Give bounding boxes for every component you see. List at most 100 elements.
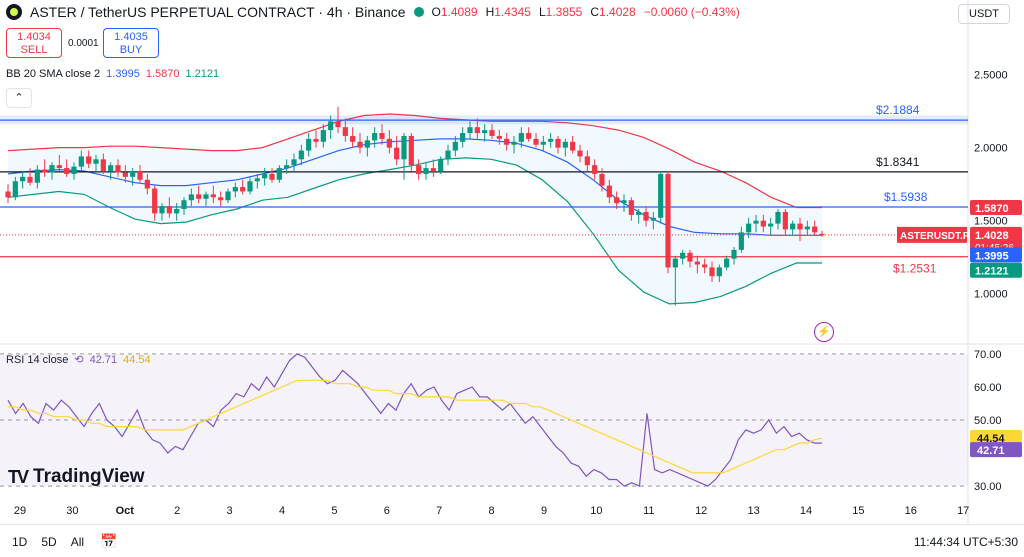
time-axis-tick: 14 xyxy=(800,505,812,517)
price-axis-tick: 1.5000 xyxy=(974,216,1008,228)
candle xyxy=(188,194,194,201)
candle xyxy=(78,156,84,167)
candle xyxy=(12,181,18,198)
candle xyxy=(577,150,583,157)
rsi-legend[interactable]: RSI 14 close ⟲ 42.71 44.54 xyxy=(6,353,151,367)
candle xyxy=(56,165,62,169)
low-value: 1.3855 xyxy=(545,5,583,19)
time-axis-tick: 8 xyxy=(489,505,495,517)
sell-button[interactable]: 1.4034 SELL xyxy=(6,28,62,58)
candle xyxy=(284,165,290,169)
candle xyxy=(42,169,48,173)
candle xyxy=(108,165,114,172)
calendar-icon[interactable]: 📅 xyxy=(100,533,118,549)
candle xyxy=(159,206,165,214)
candle xyxy=(650,217,656,221)
clock-readout[interactable]: 11:44:34 UTC+5:30 xyxy=(913,535,1018,549)
rsi-value: 42.71 xyxy=(89,353,118,366)
candle xyxy=(797,223,803,230)
candle xyxy=(533,138,539,145)
candle xyxy=(504,138,510,145)
chart-header: ASTER / TetherUS PERPETUAL CONTRACT · 4h… xyxy=(6,4,740,20)
candle xyxy=(496,135,502,139)
low-label: L xyxy=(538,5,546,19)
price-tag-bg xyxy=(970,247,1022,263)
range-all-button[interactable]: All xyxy=(70,535,85,549)
candle xyxy=(518,133,524,142)
candle xyxy=(452,141,458,151)
time-axis-tick: 17 xyxy=(957,505,969,517)
candle xyxy=(687,252,693,262)
candle xyxy=(276,168,282,180)
lightning-icon[interactable]: ⚡ xyxy=(814,322,834,342)
price-axis-tick: 2.5000 xyxy=(974,70,1008,82)
candle xyxy=(357,141,363,148)
candle xyxy=(291,159,297,166)
candle xyxy=(306,138,312,151)
candle xyxy=(702,264,708,268)
buy-label: BUY xyxy=(119,44,143,56)
candle xyxy=(152,188,158,214)
candle xyxy=(342,127,348,136)
candle xyxy=(262,173,268,179)
candle xyxy=(401,135,407,160)
bb-lower-value: 1.2121 xyxy=(185,68,220,80)
candle xyxy=(71,166,77,174)
bottom-toolbar: 1D 5D All 📅 11:44:34 UTC+5:30 xyxy=(0,524,1024,557)
candle xyxy=(812,226,818,233)
candle xyxy=(775,211,781,224)
buy-button[interactable]: 1.4035 BUY xyxy=(103,28,159,58)
candle xyxy=(584,156,590,166)
price-tag: 1.4028 xyxy=(975,230,1009,242)
tradingview-mark-icon: TV xyxy=(8,466,29,487)
candle xyxy=(379,133,385,139)
candle xyxy=(672,258,678,268)
time-axis-tick: Oct xyxy=(116,505,135,517)
candle xyxy=(540,141,546,145)
candle xyxy=(643,211,649,221)
time-axis-tick: 5 xyxy=(331,505,337,517)
aster-logo-icon xyxy=(6,4,22,20)
candle xyxy=(328,121,334,131)
time-axis-tick: 4 xyxy=(279,505,285,517)
symbol-title[interactable]: ASTER / TetherUS PERPETUAL CONTRACT · 4h… xyxy=(30,4,406,20)
level-label: $1.5938 xyxy=(884,190,928,204)
time-axis-tick: 9 xyxy=(541,505,547,517)
rsi-settings-icon[interactable]: ⟲ xyxy=(74,354,84,366)
price-tag-bg xyxy=(970,199,1022,215)
candle xyxy=(269,173,275,180)
rsi-ma-tag: 44.54 xyxy=(977,433,1005,445)
candle xyxy=(694,261,700,265)
candle xyxy=(408,135,414,166)
price-tag: 1.3995 xyxy=(975,250,1009,262)
range-1d-button[interactable]: 1D xyxy=(12,535,28,549)
candle xyxy=(196,194,202,199)
price-chart[interactable]: 2.5000 2.0000 1.5000 1.0000 $2.1884 $1.8341 $1… xyxy=(0,0,1024,524)
candle xyxy=(335,121,341,128)
range-5d-button[interactable]: 5D xyxy=(41,535,57,549)
rsi-axis-tick: 50.00 xyxy=(974,415,1002,427)
candle xyxy=(100,159,106,172)
rsi-ma-tag-bg xyxy=(970,430,1022,446)
time-axis-tick: 7 xyxy=(436,505,442,517)
candle xyxy=(394,147,400,160)
price-axis-tick: 2.0000 xyxy=(974,143,1008,155)
rsi-tag-bg xyxy=(970,442,1022,458)
sell-price: 1.4034 xyxy=(17,31,51,43)
time-axis-tick: 11 xyxy=(643,505,654,517)
candle xyxy=(716,267,722,277)
collapse-indicators-button[interactable]: ⌃ xyxy=(6,88,32,108)
currency-button[interactable]: USDT xyxy=(958,4,1010,24)
candle xyxy=(482,130,488,134)
candle xyxy=(218,197,224,201)
buy-price: 1.4035 xyxy=(114,31,148,43)
candle xyxy=(658,173,664,218)
candle xyxy=(20,176,26,182)
candle xyxy=(570,141,576,151)
rsi-axis-tick: 60.00 xyxy=(974,382,1002,394)
symbol-tag-bg xyxy=(897,226,967,243)
candle xyxy=(819,233,825,236)
bb-legend[interactable]: BB 20 SMA close 2 1.3995 1.5870 1.2121 xyxy=(6,68,219,80)
open-value: 1.4089 xyxy=(440,5,478,19)
candle xyxy=(614,197,620,204)
